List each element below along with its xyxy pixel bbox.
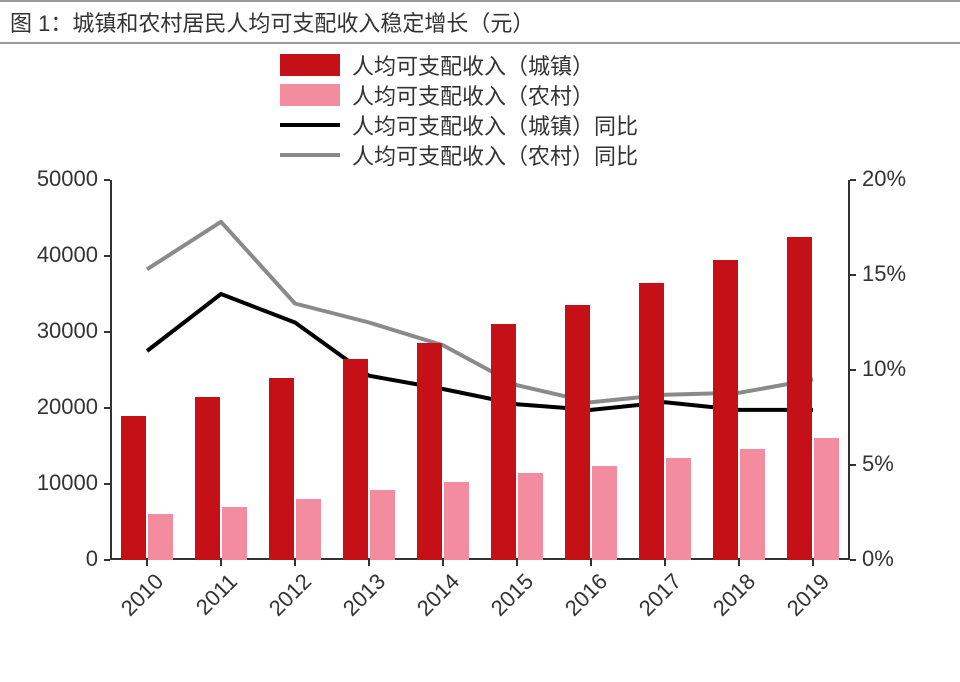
y-left-tick-label: 10000: [37, 470, 98, 496]
legend-swatch-bar: [280, 84, 340, 106]
y-right-tick-label: 5%: [862, 451, 894, 477]
legend-item: 人均可支配收入（城镇）同比: [280, 110, 638, 140]
legend-swatch-line: [280, 153, 340, 157]
line-layer: [110, 180, 850, 560]
y-left-tick-label: 50000: [37, 166, 98, 192]
y-right-tick-label: 0%: [862, 546, 894, 572]
chart-title: 图 1：城镇和农村居民人均可支配收入稳定增长（元）: [0, 0, 960, 44]
x-tick: [516, 560, 518, 566]
y-left-tick: [104, 407, 110, 409]
bar-rural_income: [740, 449, 765, 560]
bar-urban_income: [491, 324, 516, 560]
bar-urban_income: [787, 237, 812, 560]
y-right-tick: [850, 464, 856, 466]
x-tick-label: 2012: [264, 569, 317, 622]
y-right-tick: [850, 559, 856, 561]
legend-swatch-bar: [280, 54, 340, 76]
x-tick-label: 2010: [116, 569, 169, 622]
y-left-tick-label: 30000: [37, 318, 98, 344]
x-tick: [812, 560, 814, 566]
figure: 图 1：城镇和农村居民人均可支配收入稳定增长（元） 人均可支配收入（城镇）人均可…: [0, 0, 960, 682]
y-left-tick-label: 20000: [37, 394, 98, 420]
legend-item: 人均可支配收入（农村）: [280, 80, 638, 110]
legend-label: 人均可支配收入（城镇）: [352, 49, 594, 81]
x-tick: [442, 560, 444, 566]
y-left-tick: [104, 179, 110, 181]
y-left-tick: [104, 559, 110, 561]
bar-urban_income: [195, 397, 220, 560]
bar-rural_income: [222, 507, 247, 560]
bar-urban_income: [713, 260, 738, 560]
x-tick: [368, 560, 370, 566]
bar-rural_income: [592, 466, 617, 560]
y-right-tick-label: 10%: [862, 356, 906, 382]
plot-area: 010000200003000040000500000%5%10%15%20%2…: [110, 180, 850, 560]
bar-rural_income: [814, 438, 839, 560]
bar-rural_income: [148, 514, 173, 560]
y-left-tick-label: 0: [86, 546, 98, 572]
bar-urban_income: [565, 305, 590, 560]
x-tick-label: 2013: [338, 569, 391, 622]
legend-item: 人均可支配收入（农村）同比: [280, 140, 638, 170]
y-right-tick-label: 20%: [862, 166, 906, 192]
x-tick-label: 2011: [191, 569, 243, 621]
x-tick-label: 2016: [560, 569, 613, 622]
bar-urban_income: [639, 283, 664, 560]
y-left-tick-label: 40000: [37, 242, 98, 268]
x-tick-label: 2015: [486, 569, 539, 622]
y-left-tick: [104, 255, 110, 257]
y-right-tick: [850, 179, 856, 181]
bar-rural_income: [518, 473, 543, 560]
bar-rural_income: [444, 482, 469, 560]
y-right-tick: [850, 274, 856, 276]
bar-rural_income: [370, 490, 395, 560]
x-tick: [294, 560, 296, 566]
y-left-tick: [104, 483, 110, 485]
x-tick-label: 2019: [782, 569, 835, 622]
bar-urban_income: [417, 343, 442, 560]
legend-label: 人均可支配收入（农村）: [352, 79, 594, 111]
legend-item: 人均可支配收入（城镇）: [280, 50, 638, 80]
x-tick-label: 2018: [708, 569, 761, 622]
x-tick: [590, 560, 592, 566]
legend: 人均可支配收入（城镇）人均可支配收入（农村）人均可支配收入（城镇）同比人均可支配…: [280, 50, 638, 170]
y-right-tick: [850, 369, 856, 371]
y-right-tick-label: 15%: [862, 261, 906, 287]
bar-urban_income: [121, 416, 146, 560]
x-tick: [664, 560, 666, 566]
bar-urban_income: [343, 359, 368, 560]
x-tick: [146, 560, 148, 566]
bar-rural_income: [296, 499, 321, 560]
x-tick: [738, 560, 740, 566]
x-tick-label: 2014: [412, 569, 465, 622]
legend-label: 人均可支配收入（农村）同比: [352, 139, 638, 171]
x-tick: [220, 560, 222, 566]
bar-rural_income: [666, 458, 691, 560]
legend-label: 人均可支配收入（城镇）同比: [352, 109, 638, 141]
bar-urban_income: [269, 378, 294, 560]
legend-swatch-line: [280, 123, 340, 127]
y-left-tick: [104, 331, 110, 333]
x-tick-label: 2017: [634, 569, 687, 622]
